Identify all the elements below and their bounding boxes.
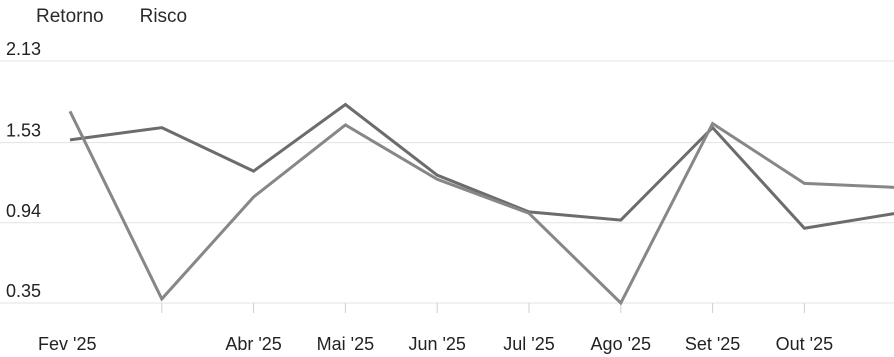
x-tick-label: Fev '25 <box>38 334 96 354</box>
legend: Retorno Risco <box>36 6 187 28</box>
y-tick-label: 1.53 <box>6 121 41 141</box>
legend-item-retorno[interactable]: Retorno <box>36 6 104 27</box>
y-tick-label: 0.94 <box>6 201 41 221</box>
series-line-retorno <box>69 102 894 230</box>
x-tick-label: Abr '25 <box>225 334 281 354</box>
y-tick-label: 2.13 <box>6 39 41 59</box>
x-tick-label: Out '25 <box>776 334 833 354</box>
x-tick-label: Jul '25 <box>503 334 554 354</box>
x-tick-label: Set '25 <box>685 334 740 354</box>
x-tick-label: Mai '25 <box>317 334 374 354</box>
y-tick-label: 0.35 <box>6 281 41 301</box>
x-tick-label: Ago '25 <box>591 334 652 354</box>
series-line-risco <box>68 110 894 306</box>
legend-item-risco[interactable]: Risco <box>139 6 188 27</box>
x-tick-label: Jun '25 <box>408 334 465 354</box>
